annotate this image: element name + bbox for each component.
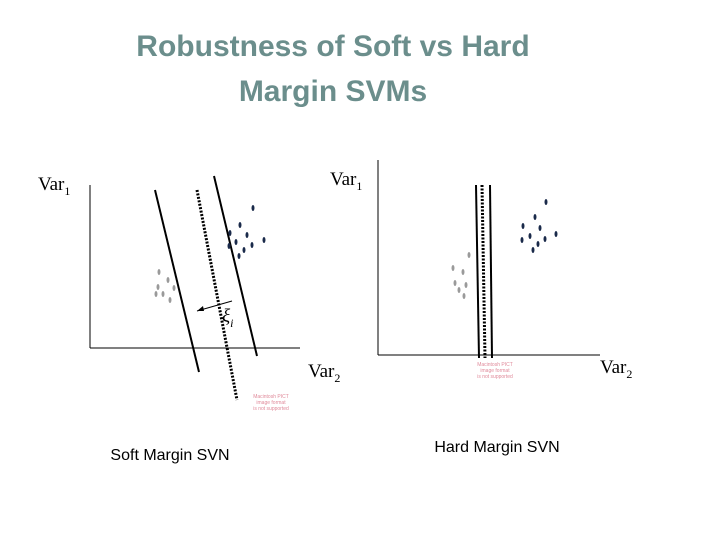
margin-line — [475, 184, 480, 359]
class-b-points — [451, 252, 471, 299]
x-axis-label: Var2 — [308, 361, 340, 385]
x-axis-label: Var2 — [600, 357, 632, 381]
title-line: Margin SVMs — [239, 75, 427, 108]
decision-boundary — [480, 184, 487, 359]
y-axis-label: Var1 — [38, 174, 70, 198]
arrow-head — [197, 306, 204, 311]
placeholder-text: is not supported — [477, 374, 513, 380]
placeholder-text: is not supported — [253, 406, 289, 412]
label-subscript: 1 — [356, 179, 362, 193]
label-subscript: 2 — [626, 367, 632, 381]
label-subscript: 1 — [64, 184, 70, 198]
soft-margin-panel: Var1 Var2 ξi Macintosh PICT image format… — [38, 174, 340, 464]
placeholder-text: image format — [256, 400, 286, 406]
label-subscript: i — [230, 316, 233, 330]
label-subscript: 2 — [334, 371, 340, 385]
title-line: Robustness of Soft vs Hard — [136, 30, 529, 63]
placeholder-text: Macintosh PICT — [253, 394, 289, 400]
label-text: Var — [38, 174, 65, 195]
caption: Soft Margin SVN — [110, 447, 229, 464]
class-a-points — [520, 199, 558, 253]
hard-margin-panel: Var1 Var2 Macintosh PICT image format is… — [330, 160, 632, 456]
class-b-points — [154, 269, 176, 303]
class-a-points — [227, 205, 266, 259]
caption: Hard Margin SVN — [434, 439, 559, 456]
label-text: Var — [600, 357, 627, 378]
margin-line — [489, 184, 493, 359]
decision-boundary — [195, 189, 239, 401]
slack-label: ξi — [222, 306, 233, 330]
label-text: ξ — [222, 306, 231, 327]
placeholder-text: image format — [480, 368, 510, 374]
label-text: Var — [330, 169, 357, 190]
placeholder-text: Macintosh PICT — [477, 362, 513, 368]
margin-line — [154, 189, 200, 373]
label-text: Var — [308, 361, 335, 382]
margin-line — [213, 175, 258, 357]
y-axis-label: Var1 — [330, 169, 362, 193]
